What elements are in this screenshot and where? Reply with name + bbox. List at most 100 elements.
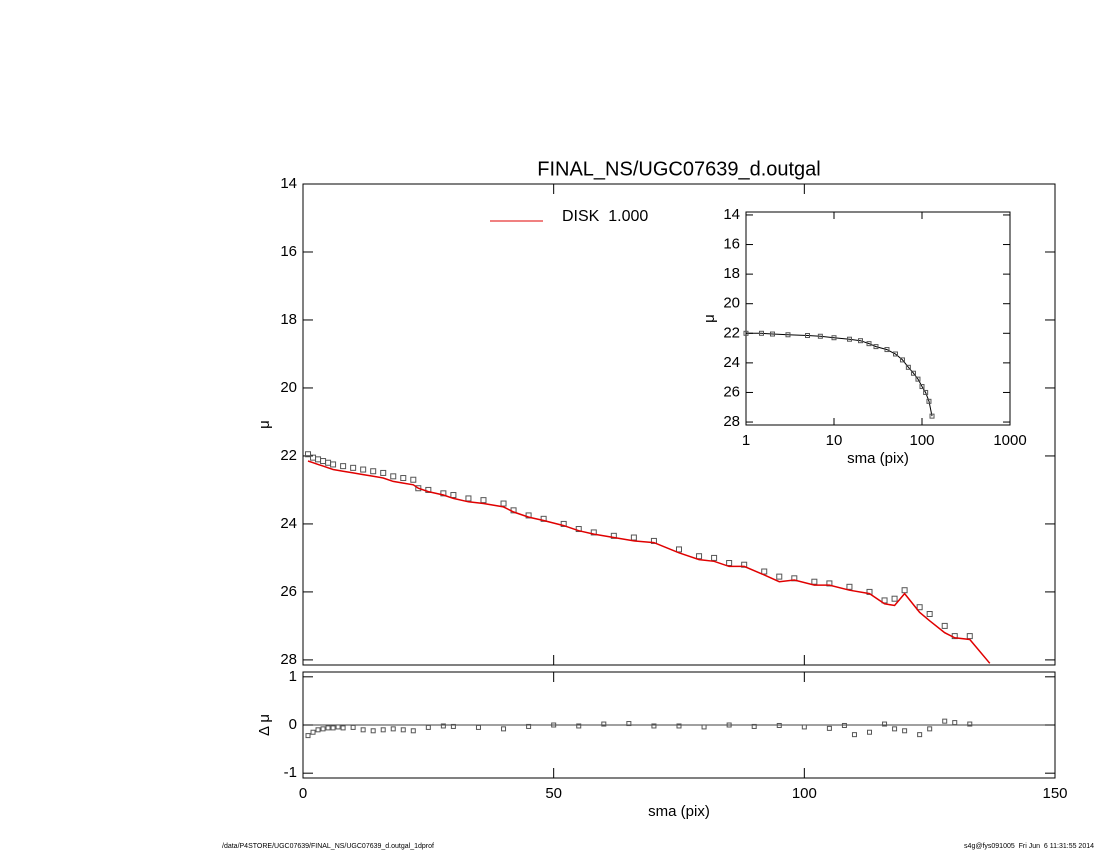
x-axis-label: sma (pix): [847, 450, 909, 467]
data-point: [350, 464, 357, 471]
data-point: [400, 475, 407, 482]
x-tick-label: 1: [742, 432, 750, 449]
data-point: [610, 532, 617, 539]
data-point: [941, 622, 948, 629]
x-tick-label: 0: [299, 785, 307, 802]
data-point: [450, 723, 456, 729]
data-point: [305, 451, 312, 458]
y-tick-label: 18: [723, 265, 740, 282]
data-point: [801, 724, 807, 730]
data-point: [776, 722, 782, 728]
y-tick-label: 14: [723, 206, 740, 223]
data-point: [831, 335, 837, 341]
data-point: [805, 333, 811, 339]
data-point: [340, 463, 347, 470]
data-point: [751, 723, 757, 729]
data-point: [881, 597, 888, 604]
data-point: [410, 728, 416, 734]
y-tick-label: 26: [723, 383, 740, 400]
y-tick-label: 16: [280, 243, 297, 260]
y-axis-label: μ: [256, 420, 273, 429]
data-point: [892, 726, 898, 732]
y-tick-label: 28: [723, 413, 740, 430]
data-point: [882, 721, 888, 727]
data-point: [846, 583, 853, 590]
data-point: [305, 733, 311, 739]
data-point: [390, 473, 397, 480]
y-tick-label: 24: [280, 515, 297, 532]
data-point: [315, 727, 321, 733]
data-point: [525, 512, 532, 519]
data-point: [891, 595, 898, 602]
data-point: [884, 347, 890, 353]
data-point: [696, 553, 703, 560]
data-point: [926, 611, 933, 618]
data-point: [575, 526, 582, 533]
data-point: [929, 413, 935, 419]
data-point: [893, 351, 899, 357]
x-tick-label: 100: [792, 785, 817, 802]
data-point: [785, 332, 791, 338]
footer-left: /data/P4STORE/UGC07639/FINAL_NS/UGC07639…: [222, 843, 434, 850]
data-point: [676, 546, 682, 553]
data-point: [651, 723, 657, 729]
y-tick-label: 20: [280, 379, 297, 396]
y-tick-label: 20: [723, 295, 740, 312]
data-point: [526, 723, 532, 729]
data-point: [846, 336, 852, 342]
data-point: [501, 726, 507, 732]
data-point: [851, 732, 857, 738]
data-point: [400, 727, 406, 733]
data-point: [360, 727, 366, 733]
y-tick-label: 22: [723, 324, 740, 341]
data-point: [726, 560, 733, 567]
footer-right: s4g@fys091005 Fri Jun 6 11:31:55 2014: [964, 843, 1094, 850]
data-point: [370, 468, 377, 475]
data-point: [741, 561, 748, 568]
data-point: [873, 344, 879, 350]
data-point: [926, 398, 932, 404]
data-point: [415, 485, 422, 492]
data-point: [626, 721, 632, 727]
data-point: [551, 722, 557, 728]
y-axis-label: μ: [701, 314, 718, 323]
y-tick-label: 1: [289, 668, 297, 685]
data-point: [867, 729, 873, 735]
data-point: [630, 534, 637, 541]
data-point: [425, 486, 432, 493]
data-point: [676, 723, 682, 729]
data-point: [967, 721, 973, 727]
data-point: [811, 578, 818, 585]
data-point: [350, 724, 356, 730]
data-point: [465, 495, 472, 502]
data-point: [711, 554, 718, 561]
data-point: [826, 580, 833, 587]
data-point: [576, 723, 582, 729]
data-point: [340, 725, 346, 731]
data-point: [758, 330, 764, 336]
data-point: [390, 726, 396, 732]
data-point: [601, 721, 607, 727]
plot-frame: [302, 183, 1056, 666]
x-tick-label: 100: [909, 432, 934, 449]
data-point: [425, 724, 431, 730]
data-point: [917, 732, 923, 738]
data-point: [952, 720, 958, 726]
data-point: [315, 456, 322, 463]
data-point: [899, 357, 905, 363]
data-point: [841, 722, 847, 728]
data-point: [475, 724, 481, 730]
data-point: [335, 724, 341, 730]
x-tick-label: 150: [1042, 785, 1067, 802]
data-point: [560, 520, 567, 527]
data-point: [370, 728, 376, 734]
data-point: [901, 587, 908, 594]
y-tick-label: 26: [280, 583, 297, 600]
data-point: [500, 500, 507, 507]
y-tick-label: 22: [280, 447, 297, 464]
y-tick-label: -1: [284, 764, 297, 781]
data-point: [761, 568, 768, 575]
data-point: [480, 497, 487, 504]
data-point: [826, 725, 832, 731]
